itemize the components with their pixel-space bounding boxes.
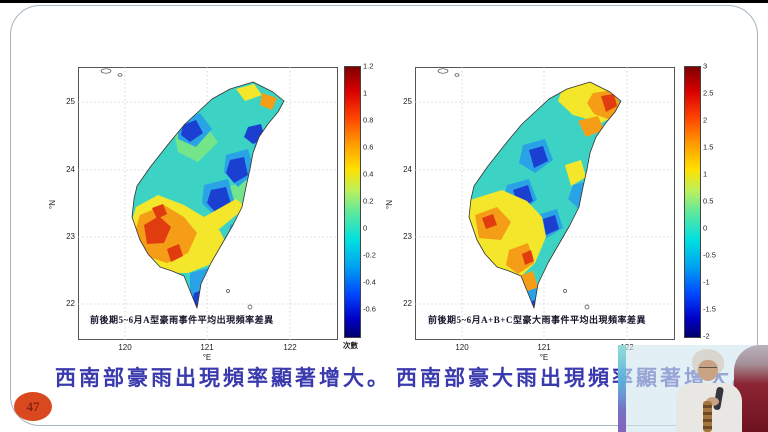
cbtick: 0 [703, 223, 708, 233]
islets [100, 68, 253, 310]
webcam-overlay [618, 345, 768, 432]
taiwan-map-right [415, 67, 675, 340]
xtick: 122 [283, 343, 297, 352]
cbtick: 2.5 [703, 88, 714, 98]
cbtick: 3 [703, 61, 708, 71]
projected-colorbar [618, 345, 626, 432]
colorbar-unit-label: 次數 [343, 341, 358, 350]
cbtick: 0 [363, 223, 368, 233]
coastline [131, 81, 285, 309]
speaker-lanyard [703, 401, 712, 432]
cbtick: 2 [703, 115, 708, 125]
cbtick: 0.4 [363, 169, 374, 179]
ytick: 23 [403, 232, 412, 241]
ytick: 22 [66, 299, 75, 308]
slide-border [10, 5, 758, 426]
speaker-face [698, 360, 718, 381]
cbtick: -2 [703, 331, 710, 341]
cbtick: -1.5 [703, 304, 716, 314]
ytick: 24 [403, 165, 412, 174]
xtick: 120 [118, 343, 132, 352]
contour-fill-right [437, 68, 622, 310]
cbtick: -0.2 [363, 250, 376, 260]
speaker-hand [706, 397, 719, 406]
map-caption-right: 前後期5~6月A+B+C型豪大雨事件平均出現頻率差異 [428, 315, 646, 325]
cbtick: -0.5 [703, 250, 716, 260]
letterbox-top [0, 0, 768, 3]
cbtick: -0.6 [363, 304, 376, 314]
cbtick: 1 [363, 88, 368, 98]
cbtick: -1 [703, 277, 710, 287]
page-number-badge: 47 [14, 392, 52, 421]
y-axis-label: °N [384, 200, 394, 209]
islets [437, 68, 590, 310]
colorbar-right [684, 66, 701, 338]
coastline [468, 81, 622, 309]
xtick: 120 [455, 343, 469, 352]
y-axis-label: °N [47, 200, 57, 209]
cbtick: 1.2 [363, 61, 374, 71]
xtick: 121 [200, 343, 214, 352]
taiwan-map-left [78, 67, 338, 340]
conclusion-text-left: 西南部豪雨出現頻率顯著增大。 [55, 366, 391, 390]
speaker-glasses [699, 367, 717, 372]
cbtick: 1 [703, 169, 708, 179]
cbtick: 0.2 [363, 196, 374, 206]
colorbar-left [344, 66, 361, 338]
cbtick: 0.8 [363, 115, 374, 125]
ytick: 25 [403, 97, 412, 106]
x-axis-label: °E [202, 353, 212, 362]
cbtick: 0.5 [703, 196, 714, 206]
page-number: 47 [26, 398, 40, 414]
ytick: 24 [66, 165, 75, 174]
ytick: 25 [66, 97, 75, 106]
map-caption-left: 前後期5~6月A型豪雨事件平均出現頻率差異 [90, 315, 274, 325]
xtick: 121 [537, 343, 551, 352]
x-axis-label: °E [539, 353, 549, 362]
cbtick: -0.4 [363, 277, 376, 287]
ytick: 22 [403, 299, 412, 308]
cbtick: 1.5 [703, 142, 714, 152]
ytick: 23 [66, 232, 75, 241]
cbtick: 0.6 [363, 142, 374, 152]
